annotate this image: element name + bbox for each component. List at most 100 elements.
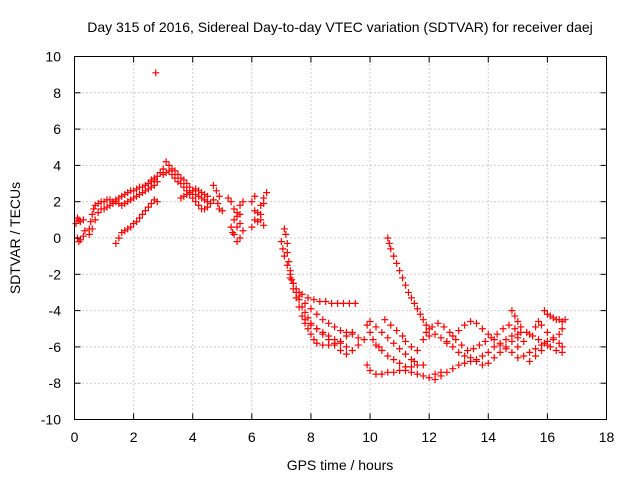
series-arc-n	[295, 292, 368, 344]
data-point	[390, 339, 398, 347]
data-point	[313, 325, 321, 333]
data-point	[136, 214, 144, 222]
series-outlier	[152, 69, 160, 77]
data-point	[387, 321, 395, 329]
grid-layer	[74, 56, 607, 420]
data-point	[331, 336, 339, 344]
data-point	[283, 261, 291, 269]
data-point	[558, 325, 566, 333]
data-point	[475, 341, 483, 349]
y-axis-label: SDTVAR / TECUs	[7, 182, 23, 294]
data-point	[526, 348, 534, 356]
data-point	[535, 317, 543, 325]
series-arc-k	[280, 225, 356, 349]
data-point	[94, 209, 102, 217]
data-point	[260, 200, 268, 208]
data-point	[165, 167, 173, 175]
data-point	[378, 328, 386, 336]
data-point	[549, 336, 557, 344]
data-point	[402, 366, 410, 374]
data-point	[251, 207, 259, 215]
series-arc-h	[209, 181, 226, 215]
series-arc-t	[384, 234, 433, 333]
data-point	[292, 285, 300, 293]
data-point	[233, 223, 241, 231]
data-point	[366, 328, 374, 336]
data-point	[138, 210, 146, 218]
data-point	[354, 341, 362, 349]
data-point	[177, 180, 185, 188]
data-point	[393, 259, 401, 267]
data-point	[230, 216, 238, 224]
data-point	[285, 258, 293, 266]
x-tick-labels: 0 2 4 6 8 10 12 14 16 18	[71, 429, 615, 445]
data-point	[484, 330, 492, 338]
data-point	[452, 336, 460, 344]
data-point	[440, 323, 448, 331]
data-point	[375, 343, 383, 351]
data-point	[354, 334, 362, 342]
data-point	[458, 341, 466, 349]
data-point	[153, 198, 161, 206]
data-point	[455, 348, 463, 356]
data-point	[236, 234, 244, 242]
data-point	[236, 201, 244, 209]
x-tick-label: 16	[540, 429, 556, 445]
data-point	[461, 352, 469, 360]
data-point	[230, 205, 238, 213]
data-point	[133, 218, 141, 226]
data-point	[472, 319, 480, 327]
data-point	[520, 352, 528, 360]
data-point	[87, 218, 95, 226]
data-point	[180, 176, 188, 184]
data-point	[248, 198, 256, 206]
data-point	[144, 180, 152, 188]
data-point	[277, 238, 285, 246]
data-point	[416, 310, 424, 318]
data-point	[428, 323, 436, 331]
data-point	[535, 336, 543, 344]
data-point	[85, 230, 93, 238]
y-tick-label: -2	[49, 266, 62, 282]
data-point	[493, 330, 501, 338]
data-point	[307, 321, 315, 329]
data-point	[499, 325, 507, 333]
data-point	[334, 299, 342, 307]
data-point	[214, 200, 222, 208]
data-point	[304, 325, 312, 333]
data-point	[419, 372, 427, 380]
y-tick-label: 6	[53, 121, 61, 137]
data-point	[301, 308, 309, 316]
data-point	[514, 343, 522, 351]
data-point	[505, 321, 513, 329]
data-point	[192, 198, 200, 206]
data-point	[248, 223, 256, 231]
data-point	[313, 310, 321, 318]
data-point	[407, 343, 415, 351]
series-arc-b	[85, 176, 161, 233]
data-point	[283, 249, 291, 257]
data-point	[345, 299, 353, 307]
data-point	[455, 327, 463, 335]
x-tick-label: 12	[421, 429, 437, 445]
data-points	[72, 69, 569, 384]
data-point	[520, 337, 528, 345]
data-point	[390, 252, 398, 260]
data-point	[295, 292, 303, 300]
series-arc-v	[422, 319, 525, 355]
data-point	[422, 328, 430, 336]
data-point	[342, 343, 350, 351]
series-arc-w	[431, 330, 522, 384]
x-tick-label: 2	[130, 429, 138, 445]
data-point	[337, 327, 344, 335]
data-point	[378, 370, 386, 378]
data-point	[183, 180, 191, 188]
data-point	[484, 348, 492, 356]
data-point	[168, 170, 176, 178]
data-point	[301, 316, 309, 324]
data-point	[490, 354, 498, 362]
data-point	[399, 332, 407, 340]
data-point	[283, 239, 291, 247]
data-point	[230, 230, 238, 238]
data-point	[72, 219, 80, 227]
